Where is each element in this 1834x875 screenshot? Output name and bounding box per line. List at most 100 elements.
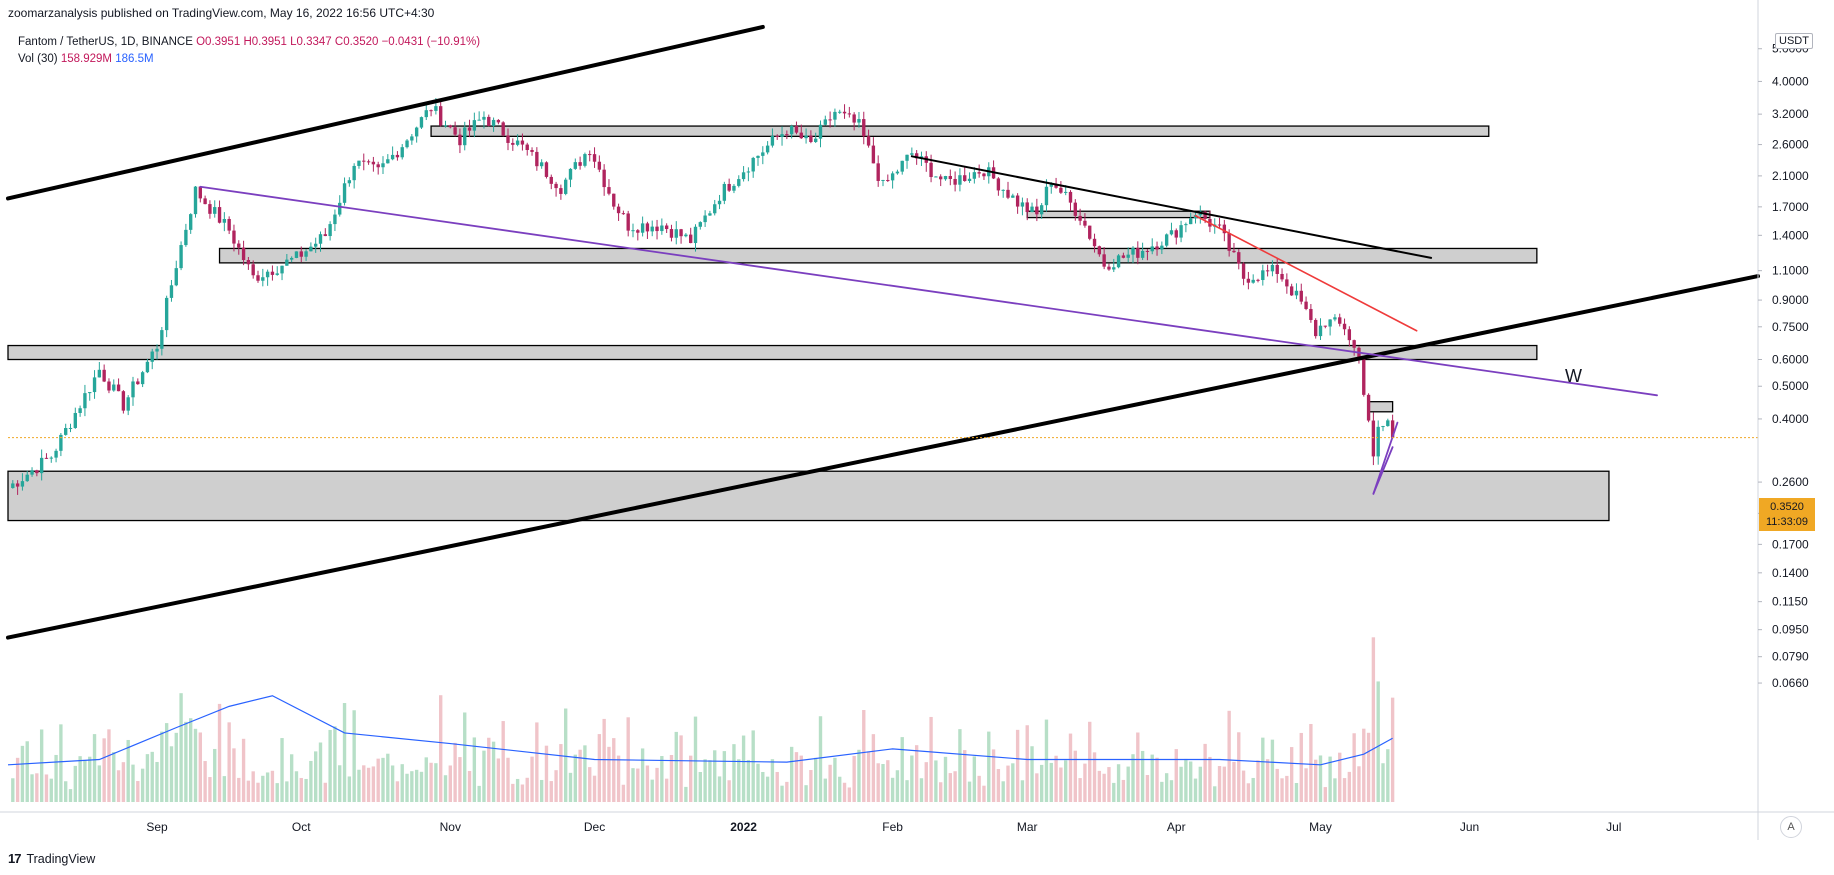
candle-body: [564, 179, 568, 194]
volume-indicator-label[interactable]: Vol (30): [18, 53, 58, 65]
candle-body: [1121, 255, 1126, 258]
candle-body: [559, 188, 563, 194]
volume-bar: [972, 756, 977, 802]
ohlc-open: O0.3951: [196, 36, 241, 48]
price-tick-label: 0.4000: [1772, 412, 1809, 426]
volume-bar: [1270, 739, 1275, 802]
volume-bar: [126, 739, 130, 802]
volume-bar: [1140, 750, 1145, 802]
volume-bar: [1126, 766, 1130, 802]
candle-body: [794, 126, 799, 133]
candle-body: [664, 225, 669, 230]
candle-body: [463, 127, 467, 146]
volume-bar: [1107, 767, 1111, 802]
time-tick-label: Jun: [1460, 820, 1479, 834]
candle-body: [386, 159, 390, 164]
candle-body: [1015, 195, 1020, 207]
candle-body: [1222, 224, 1227, 234]
candle-body: [809, 135, 813, 142]
volume-bar: [1251, 777, 1255, 802]
volume-bar: [1174, 749, 1178, 802]
wave-label: W: [1565, 366, 1582, 386]
candle-body: [419, 117, 424, 128]
volume-bar: [871, 734, 876, 802]
volume-bar: [1318, 755, 1323, 802]
volume-bar: [39, 729, 44, 802]
symbol-name[interactable]: Fantom / TetherUS, 1D, BINANCE: [18, 36, 193, 48]
volume-bar: [833, 757, 837, 802]
volume-bar: [1347, 771, 1352, 802]
volume-bars: [11, 637, 1395, 802]
candle-body: [876, 163, 880, 181]
candle-body: [88, 392, 92, 394]
candle-body: [857, 119, 861, 123]
volume-bar: [785, 781, 789, 802]
auto-scale-button[interactable]: A: [1780, 816, 1802, 838]
candle-body: [1083, 220, 1087, 226]
volume-bar: [939, 782, 943, 802]
candle-body: [443, 125, 448, 127]
volume-bar: [1314, 759, 1318, 802]
candle-body: [1160, 245, 1164, 250]
candle-body: [318, 234, 323, 244]
zone-rect: [218, 247, 1538, 264]
volume-bar: [703, 759, 707, 802]
tradingview-logo-icon[interactable]: 17: [8, 851, 22, 866]
candle-body: [381, 163, 385, 168]
volume-bar: [1011, 763, 1015, 802]
candle-body: [222, 218, 227, 223]
price-tick-label: 0.2600: [1772, 475, 1809, 489]
volume-bar: [299, 777, 303, 802]
volume-bar: [664, 778, 669, 802]
volume-bar: [842, 782, 847, 802]
volume-bar: [636, 768, 640, 802]
volume-bar: [414, 769, 419, 802]
volume-bar: [477, 785, 481, 802]
volume-bar: [1390, 697, 1395, 802]
currency-label[interactable]: USDT: [1775, 33, 1813, 49]
volume-bar: [1241, 770, 1246, 802]
volume-bar: [991, 749, 996, 802]
volume-bar: [1049, 762, 1053, 802]
candle-body: [669, 229, 674, 238]
candle-body: [1116, 255, 1121, 268]
candle-body: [472, 120, 477, 131]
volume-bar: [919, 778, 924, 802]
candle-body: [948, 176, 952, 179]
volume-bar: [866, 751, 871, 802]
candle-body: [145, 361, 150, 373]
candle-body: [155, 348, 159, 352]
volume-bar: [179, 693, 183, 802]
time-tick-label: Dec: [584, 820, 605, 834]
candle-body: [1362, 358, 1366, 395]
candle-body: [741, 172, 746, 180]
candle-body: [1390, 420, 1395, 438]
candle-body: [376, 164, 380, 168]
candle-body: [439, 106, 443, 126]
volume-bar: [208, 777, 212, 802]
candle-body: [131, 381, 135, 398]
candle-body: [328, 224, 332, 237]
candle-body: [963, 175, 967, 181]
volume-bar: [1265, 759, 1270, 802]
volume-bar: [49, 778, 53, 802]
volume-bar: [448, 765, 452, 802]
volume-bar: [237, 777, 241, 802]
time-tick-label: Apr: [1167, 820, 1186, 834]
candle-body: [1001, 189, 1005, 191]
candle-body: [1256, 279, 1260, 281]
candle-body: [323, 234, 327, 237]
volume-bar: [924, 762, 928, 802]
volume-bar: [131, 764, 135, 802]
volume-bar: [1217, 766, 1222, 802]
volume-bar: [741, 735, 746, 802]
candle-body: [1088, 225, 1092, 239]
volume-bar: [621, 784, 626, 802]
candle-body: [342, 183, 347, 203]
volume-bar: [347, 776, 352, 802]
price-tick-label: 2.1000: [1772, 169, 1809, 183]
volume-bar: [987, 731, 991, 802]
volume-bar: [838, 776, 842, 802]
volume-bar: [275, 783, 279, 802]
